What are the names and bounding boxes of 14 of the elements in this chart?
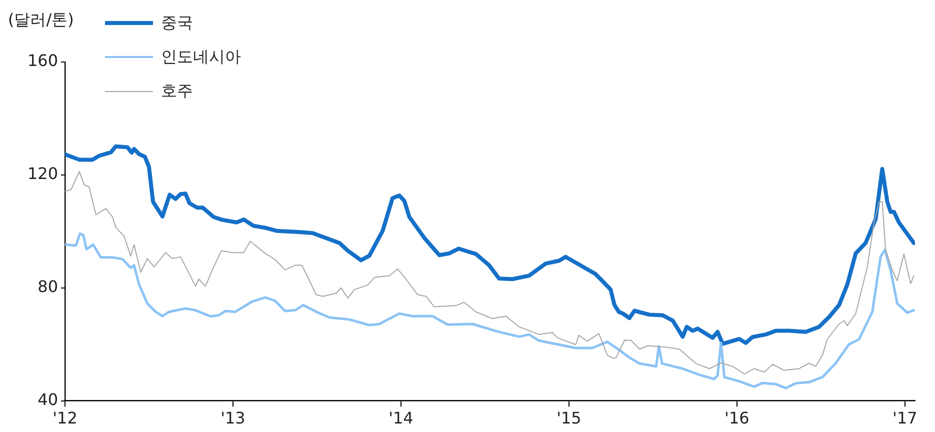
x-tick-label: '16 bbox=[724, 408, 750, 428]
legend-label: 인도네시아 bbox=[161, 46, 241, 68]
y-tick-label: 120 bbox=[27, 164, 58, 184]
y-tick-label: 160 bbox=[27, 51, 58, 70]
legend-label: 호주 bbox=[161, 80, 193, 102]
x-tick-label: '13 bbox=[220, 408, 246, 428]
y-tick-label: 40 bbox=[38, 390, 58, 409]
x-tick-label: '17 bbox=[892, 408, 918, 428]
x-tick-label: '14 bbox=[388, 408, 414, 428]
y-axis-title: (달러/톤) bbox=[8, 10, 74, 31]
legend-label: 중국 bbox=[161, 12, 193, 34]
y-tick-label: 80 bbox=[38, 277, 58, 296]
x-tick-label: '15 bbox=[556, 408, 582, 428]
x-tick-label: '12 bbox=[52, 408, 78, 428]
